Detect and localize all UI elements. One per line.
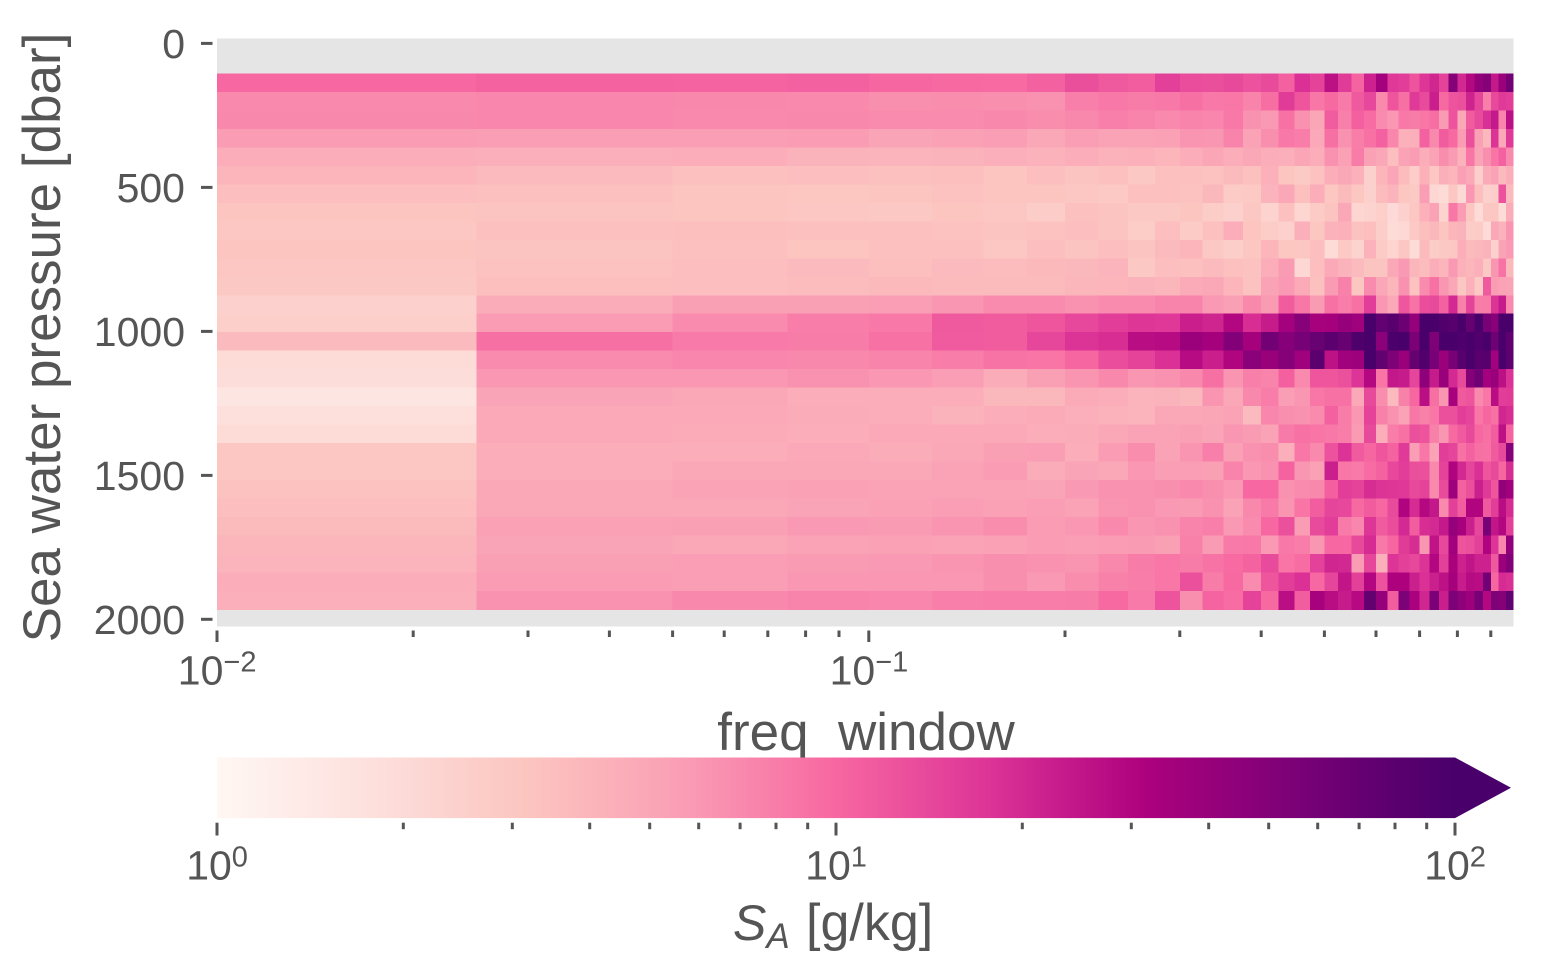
svg-text:−2: −2: [223, 647, 256, 679]
svg-text:10: 10: [186, 843, 232, 889]
svg-text:0: 0: [162, 21, 185, 67]
svg-text:freq window: freq window: [717, 703, 1015, 762]
svg-text:1500: 1500: [94, 453, 185, 499]
svg-text:10: 10: [830, 648, 876, 694]
svg-text:−1: −1: [875, 647, 908, 679]
svg-text:0: 0: [232, 842, 248, 874]
svg-text:10: 10: [1424, 843, 1470, 889]
svg-text:2000: 2000: [94, 597, 185, 643]
svg-text:500: 500: [117, 165, 185, 211]
svg-text:2: 2: [1470, 842, 1486, 874]
svg-text:Sea water pressure [dbar]: Sea water pressure [dbar]: [13, 33, 72, 643]
svg-text:10: 10: [805, 843, 851, 889]
svg-text:1: 1: [851, 842, 867, 874]
svg-text:10: 10: [178, 648, 224, 694]
svg-text:1000: 1000: [94, 309, 185, 355]
svg-text:[g/kg]: [g/kg]: [806, 894, 933, 952]
